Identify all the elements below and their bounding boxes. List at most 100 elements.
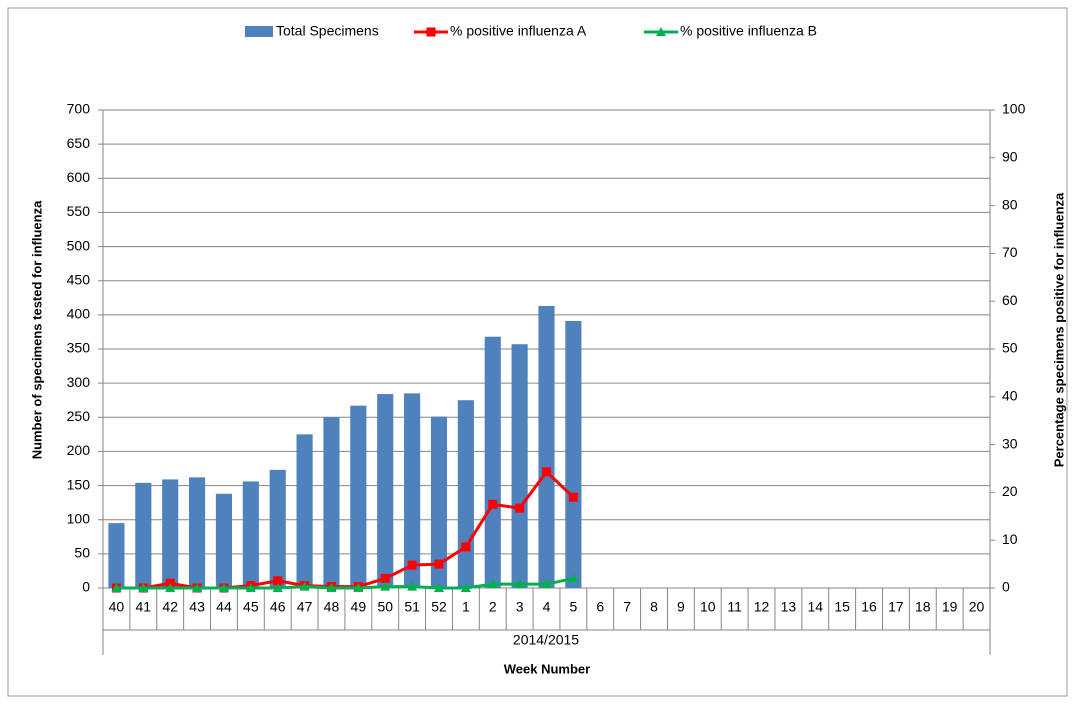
x-tick-label: 14 — [807, 599, 823, 615]
y2-tick-label: 20 — [1002, 483, 1018, 499]
bar — [162, 479, 179, 588]
marker — [514, 579, 525, 589]
x-tick-label: 6 — [596, 599, 604, 615]
marker — [515, 503, 525, 513]
x-tick-label: 48 — [324, 599, 340, 615]
x-tick-label: 41 — [136, 599, 152, 615]
y2-tick-label: 10 — [1002, 531, 1018, 547]
marker — [272, 583, 283, 592]
marker — [541, 579, 552, 589]
x-tick-label: 52 — [431, 599, 447, 615]
x-tick-label: 12 — [754, 599, 770, 615]
marker — [192, 583, 203, 592]
marker — [407, 560, 417, 570]
bar — [404, 393, 421, 588]
marker — [433, 583, 444, 592]
y-tick-label: 300 — [67, 374, 91, 390]
x-tick-label: 43 — [189, 599, 205, 615]
y2-tick-label: 100 — [1002, 101, 1026, 117]
marker — [542, 467, 551, 477]
y2-tick-label: 40 — [1002, 388, 1018, 404]
marker — [273, 576, 283, 586]
x-tick-label: 15 — [834, 599, 850, 615]
legend-label: % positive influenza A — [450, 23, 587, 39]
marker — [353, 583, 364, 592]
x-tick-label: 13 — [781, 599, 797, 615]
x-tick-label: 49 — [351, 599, 367, 615]
y2-tick-label: 90 — [1002, 149, 1018, 165]
x-tick-label: 7 — [623, 599, 631, 615]
legend-swatch — [245, 26, 273, 37]
x-group-label: 2014/2015 — [513, 632, 579, 648]
y-tick-label: 650 — [67, 135, 91, 151]
marker — [488, 499, 498, 509]
x-tick-label: 40 — [109, 599, 125, 615]
bar — [108, 523, 125, 588]
bar — [215, 493, 233, 588]
marker — [487, 579, 498, 589]
marker — [218, 583, 229, 592]
x-tick-label: 50 — [377, 599, 393, 615]
y-tick-label: 200 — [67, 442, 91, 458]
bar — [538, 305, 555, 588]
y2-tick-label: 30 — [1002, 435, 1018, 451]
bar — [323, 417, 340, 588]
x-tick-label: 44 — [216, 599, 232, 615]
marker — [380, 581, 391, 591]
marker — [426, 27, 436, 37]
x-tick-label: 5 — [569, 599, 577, 615]
bar — [484, 336, 501, 588]
bar — [350, 405, 367, 588]
bar — [242, 481, 259, 588]
y2-tick-label: 70 — [1002, 244, 1018, 260]
marker — [568, 492, 578, 502]
y2-tick-label: 80 — [1002, 196, 1018, 212]
y-tick-label: 250 — [67, 408, 91, 424]
x-axis-title: Week Number — [504, 661, 590, 676]
x-tick-label: 8 — [650, 599, 658, 615]
marker — [461, 542, 471, 552]
legend-label: % positive influenza B — [680, 23, 817, 39]
y2-tick-label: 50 — [1002, 340, 1018, 356]
bar — [430, 416, 448, 588]
marker — [138, 583, 149, 592]
line — [116, 576, 574, 590]
marker — [165, 583, 176, 592]
legend-label: Total Specimens — [276, 23, 379, 39]
y-tick-label: 150 — [67, 476, 91, 492]
marker — [407, 581, 418, 591]
y-tick-label: 600 — [67, 169, 91, 185]
bar — [269, 469, 286, 588]
marker — [656, 27, 666, 36]
marker — [568, 573, 579, 583]
marker — [326, 583, 337, 592]
x-tick-label: 20 — [969, 599, 985, 615]
x-tick-label: 3 — [516, 599, 524, 615]
x-tick-label: 46 — [270, 599, 286, 615]
y-tick-label: 500 — [67, 237, 91, 253]
y2-axis-title: Percentage specimens positive for influe… — [1051, 192, 1066, 467]
y-tick-label: 0 — [82, 579, 90, 595]
x-tick-label: 45 — [243, 599, 259, 615]
y2-tick-label: 60 — [1002, 292, 1018, 308]
x-tick-label: 42 — [162, 599, 178, 615]
bar — [189, 477, 206, 588]
marker — [299, 581, 310, 591]
x-tick-label: 4 — [543, 599, 551, 615]
x-tick-label: 1 — [462, 599, 470, 615]
marker — [434, 559, 444, 569]
x-tick-label: 19 — [942, 599, 958, 615]
y-tick-label: 550 — [67, 203, 91, 219]
y-tick-label: 700 — [67, 101, 91, 117]
y-tick-label: 450 — [67, 271, 91, 287]
bar — [377, 394, 394, 588]
x-tick-label: 11 — [727, 599, 742, 615]
marker — [245, 583, 256, 592]
bar — [565, 321, 582, 588]
bar — [135, 482, 152, 588]
x-tick-label: 16 — [861, 599, 877, 615]
bar — [511, 344, 528, 588]
y-tick-label: 350 — [67, 340, 91, 356]
x-tick-label: 51 — [404, 599, 420, 615]
y2-tick-label: 0 — [1002, 579, 1010, 595]
